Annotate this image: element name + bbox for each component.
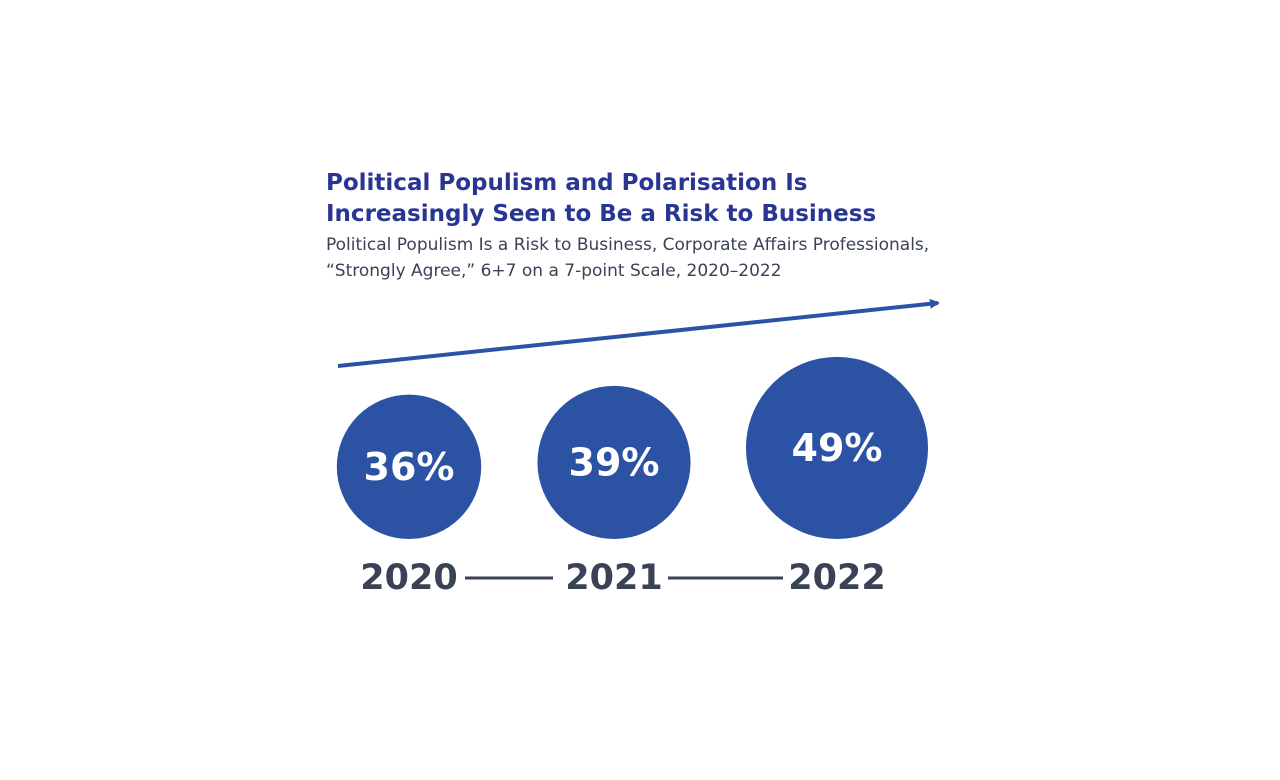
bubble	[336, 394, 482, 539]
value-label: 36%	[364, 445, 455, 489]
chart-subtitle: Political Populism Is a Risk to Business…	[326, 235, 930, 281]
value-label: 49%	[792, 426, 883, 470]
bubble	[537, 385, 691, 539]
trend-arrow	[337, 298, 940, 368]
year-label: 2022	[788, 558, 885, 598]
value-label: 39%	[569, 440, 660, 484]
year-label: 2021	[565, 558, 662, 598]
bubble	[745, 356, 929, 539]
chart-title: Political Populism and Polarisation Is I…	[326, 170, 877, 227]
year-label: 2020	[360, 558, 457, 598]
